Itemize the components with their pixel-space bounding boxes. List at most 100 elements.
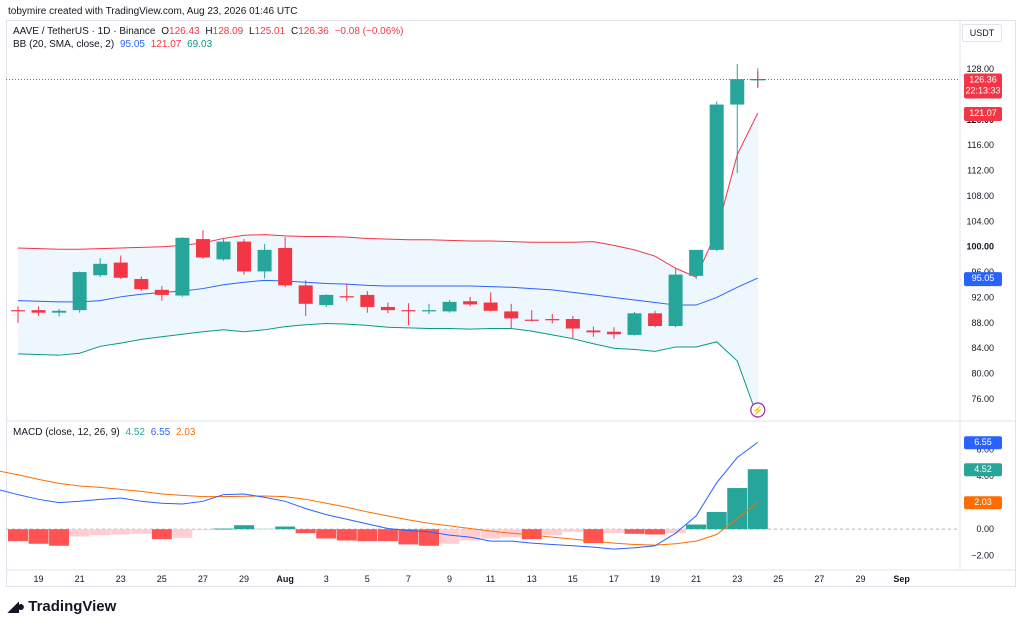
macd-hist-bar bbox=[90, 529, 111, 536]
chart-frame bbox=[6, 20, 1016, 587]
bb-basis-value: 95.05 bbox=[119, 39, 145, 50]
macd-hist-bar bbox=[439, 529, 460, 544]
candle-body bbox=[545, 319, 560, 321]
macd-hist-bar bbox=[151, 529, 172, 540]
time-tick-label: 11 bbox=[486, 574, 495, 584]
macd-hist-bar bbox=[49, 529, 70, 546]
candle-body bbox=[730, 79, 745, 105]
last-price-badge-bg bbox=[964, 73, 1002, 99]
last-price-badge: 126.36 bbox=[969, 74, 997, 84]
macd-hist-bar bbox=[645, 529, 666, 535]
candle-body bbox=[709, 104, 724, 250]
bb-label: BB (20, SMA, close, 2) bbox=[13, 39, 115, 50]
lightning-icon bbox=[750, 402, 766, 418]
macd-signal-value: 2.03 bbox=[176, 427, 196, 438]
time-tick-label: Sep bbox=[893, 574, 910, 584]
bb-lower-line bbox=[17, 322, 759, 419]
macd-hist-bar bbox=[234, 525, 255, 530]
close-value: 126.36 bbox=[298, 26, 329, 37]
candle-body bbox=[627, 313, 642, 335]
macd-hist-bar bbox=[131, 529, 152, 534]
macd-signal-line bbox=[0, 470, 759, 546]
macd-hist-bar bbox=[213, 528, 234, 530]
time-tick-label: 13 bbox=[527, 574, 537, 584]
time-tick-label: 21 bbox=[691, 574, 701, 584]
low-value: 125.01 bbox=[254, 26, 286, 37]
main-legend: AAVE / TetherUS · 1D · Binance O126.43 H… bbox=[13, 26, 410, 37]
candle-body bbox=[360, 294, 375, 307]
macd-hist-bar bbox=[377, 529, 398, 542]
candle-body bbox=[257, 249, 272, 272]
time-tick-label: 3 bbox=[324, 574, 329, 584]
macd-hist-bar bbox=[295, 529, 316, 534]
time-tick-label: 7 bbox=[406, 574, 411, 584]
candle-body bbox=[565, 319, 580, 329]
macd-tick-label: 6.00 bbox=[976, 445, 994, 455]
time-tick-label: Aug bbox=[276, 574, 294, 584]
candle-body bbox=[483, 302, 498, 311]
bb-basis-badge: 95.05 bbox=[972, 273, 995, 283]
price-tick-label: 76.00 bbox=[971, 394, 994, 404]
candle-body bbox=[237, 241, 252, 272]
time-tick-label: 27 bbox=[814, 574, 824, 584]
time-tick-label: 5 bbox=[365, 574, 370, 584]
time-tick-label: 27 bbox=[198, 574, 208, 584]
macd-hist-bar bbox=[254, 528, 275, 530]
candle-body bbox=[339, 296, 354, 298]
macd-hist-bar bbox=[28, 529, 49, 544]
macd-hist-bar bbox=[460, 529, 481, 541]
candle-body bbox=[319, 294, 334, 306]
open-label: O bbox=[161, 26, 170, 37]
macd-signal-badge-bg bbox=[964, 496, 1002, 510]
high-value: 128.09 bbox=[212, 26, 244, 37]
candle-body bbox=[31, 310, 46, 313]
macd-hist-bar bbox=[336, 529, 357, 541]
time-tick-label: 23 bbox=[116, 574, 126, 584]
price-tick-label: 112.00 bbox=[967, 166, 994, 176]
currency-button[interactable]: USDT bbox=[962, 24, 1002, 42]
candle-body bbox=[154, 289, 169, 295]
macd-signal-badge: 2.03 bbox=[974, 497, 992, 507]
time-tick-label: 29 bbox=[239, 574, 249, 584]
tradingview-wordmark: TradingView bbox=[28, 598, 117, 615]
time-tick-label: 15 bbox=[568, 574, 578, 584]
macd-hist-bar bbox=[69, 529, 90, 537]
macd-hist-value: 4.52 bbox=[125, 427, 145, 438]
macd-line-badge: 6.55 bbox=[974, 437, 992, 447]
macd-label: MACD (close, 12, 26, 9) bbox=[13, 427, 120, 438]
candle-body bbox=[648, 313, 663, 326]
macd-tick-label: 0.00 bbox=[976, 524, 994, 534]
macd-legend: MACD (close, 12, 26, 9) 4.52 6.55 2.03 bbox=[13, 427, 198, 438]
macd-hist-bar bbox=[275, 526, 296, 530]
bb-band-fill bbox=[18, 113, 758, 418]
time-tick-label: 21 bbox=[75, 574, 85, 584]
macd-hist-bar bbox=[192, 529, 213, 531]
close-label: C bbox=[290, 26, 299, 37]
price-tick-label: 92.00 bbox=[971, 292, 994, 302]
bb-legend: BB (20, SMA, close, 2) 95.05 121.07 69.0… bbox=[13, 39, 215, 50]
bb-upper-value: 121.07 bbox=[150, 39, 182, 50]
candle-body bbox=[298, 285, 313, 304]
time-tick-label: 17 bbox=[609, 574, 619, 584]
time-tick-label: 9 bbox=[447, 574, 452, 584]
time-tick-label: 25 bbox=[157, 574, 167, 584]
time-tick-label: 19 bbox=[650, 574, 660, 584]
macd-line bbox=[0, 441, 759, 550]
macd-hist-bar bbox=[542, 529, 563, 536]
candle-body bbox=[380, 306, 395, 311]
tradingview-logo: ◢● TradingView bbox=[8, 598, 116, 615]
candle-body bbox=[586, 330, 601, 333]
candle-body bbox=[606, 331, 621, 335]
price-tick-label: 100.00 bbox=[966, 242, 994, 252]
price-tick-label: 80.00 bbox=[971, 369, 994, 379]
macd-hist-bar bbox=[419, 529, 439, 546]
low-label: L bbox=[249, 26, 255, 37]
candle-body bbox=[52, 310, 67, 313]
last-price-badge: 22:13:33 bbox=[965, 85, 1000, 95]
macd-hist-badge: 4.52 bbox=[974, 464, 992, 474]
macd-hist-bar bbox=[172, 529, 193, 538]
price-tick-label: 88.00 bbox=[971, 318, 994, 328]
symbol-label: AAVE / TetherUS · 1D · Binance bbox=[13, 26, 156, 37]
high-label: H bbox=[205, 26, 213, 37]
